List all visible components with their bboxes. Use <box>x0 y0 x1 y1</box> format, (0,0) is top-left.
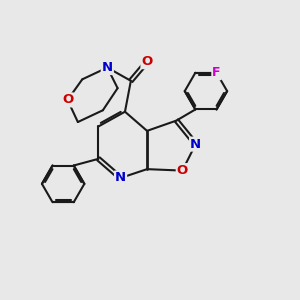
Text: N: N <box>190 138 201 151</box>
Text: F: F <box>212 66 221 79</box>
Text: O: O <box>141 55 153 68</box>
Text: O: O <box>62 93 73 106</box>
Text: N: N <box>102 61 113 74</box>
Text: N: N <box>115 172 126 184</box>
Text: O: O <box>177 164 188 177</box>
